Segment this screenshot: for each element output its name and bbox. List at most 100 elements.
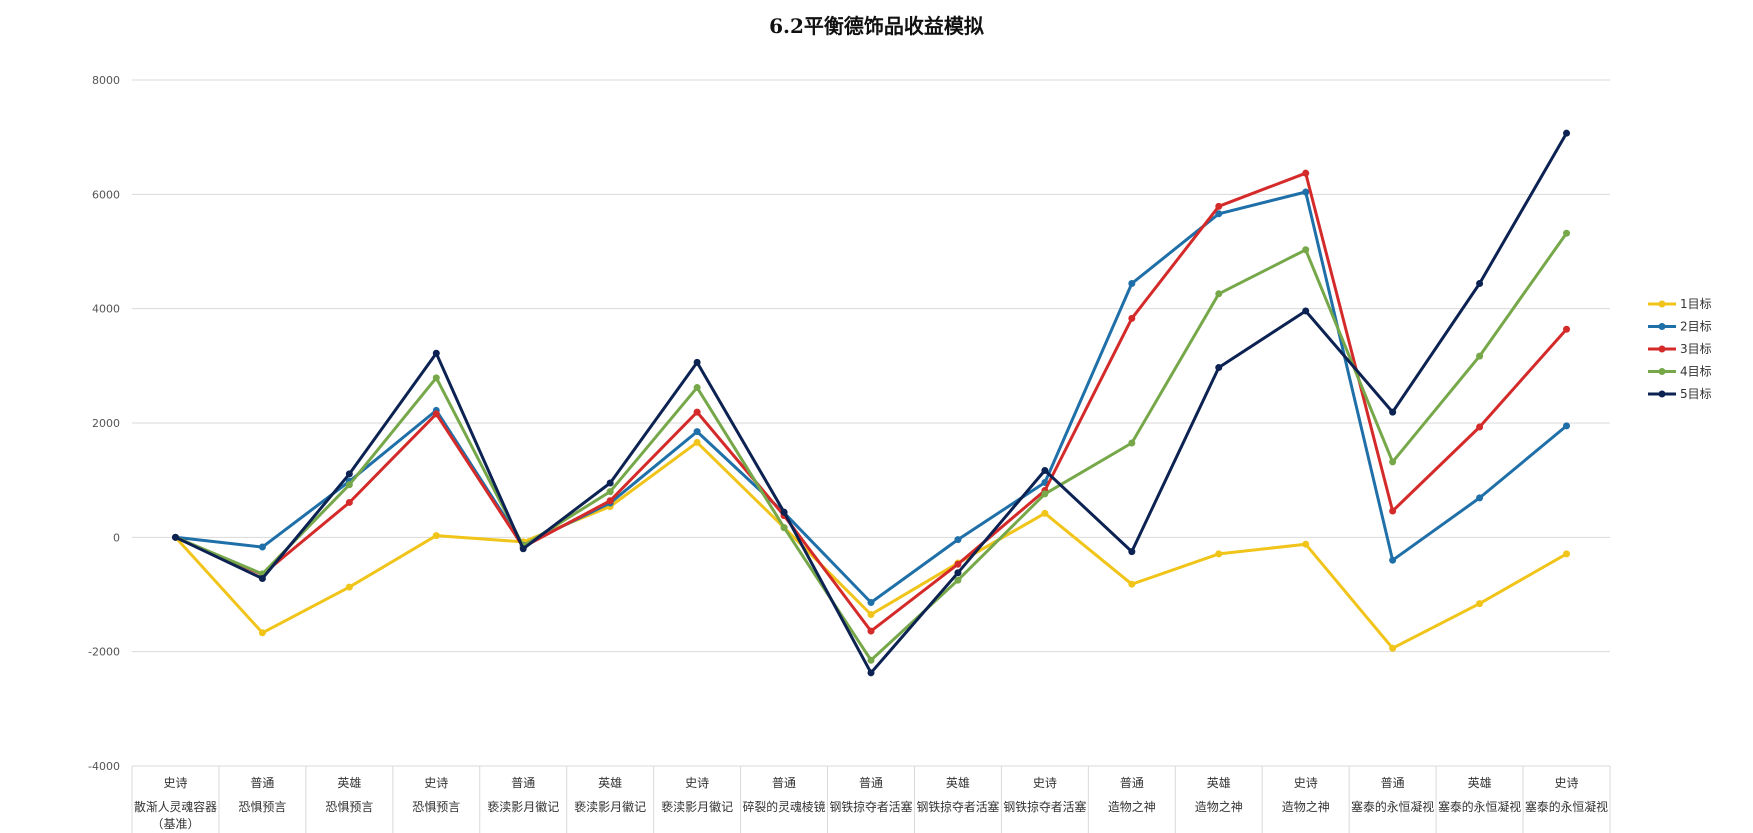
category-tier-label: 普通: [1381, 776, 1405, 790]
legend: 1目标 2目标 3目标 4目标 5目标: [1648, 297, 1712, 401]
data-point: [606, 479, 614, 487]
category-tier-label: 普通: [772, 776, 796, 790]
legend-label: 3目标: [1680, 342, 1712, 356]
data-point: [1128, 439, 1136, 447]
data-point: [1302, 540, 1310, 548]
data-point: [1215, 364, 1223, 372]
data-point: [867, 611, 875, 619]
data-point: [1476, 423, 1484, 431]
data-point: [606, 497, 614, 505]
data-point: [1128, 280, 1136, 288]
data-point: [1302, 188, 1310, 196]
data-point: [345, 481, 353, 489]
y-tick-label: 2000: [92, 417, 120, 430]
data-point: [1389, 458, 1397, 466]
data-point: [780, 524, 788, 532]
data-point: [867, 656, 875, 664]
data-point: [432, 349, 440, 357]
data-point: [1041, 490, 1049, 498]
category-tier-label: 史诗: [1294, 776, 1318, 790]
y-tick-label: 8000: [92, 74, 120, 87]
series-line: [174, 171, 1568, 633]
legend-label: 2目标: [1680, 320, 1712, 334]
data-point: [1563, 325, 1571, 333]
category-name-label: 钢铁掠夺者活塞: [916, 799, 999, 814]
series-2: [171, 188, 1571, 607]
category-tier-label: 英雄: [1207, 775, 1231, 790]
data-point: [1041, 509, 1049, 517]
data-point: [1215, 290, 1223, 298]
series-line: [174, 190, 1568, 604]
data-point: [432, 410, 440, 418]
series-lines: [171, 129, 1571, 677]
category-tier-label: 普通: [511, 776, 535, 790]
data-point: [606, 488, 614, 496]
data-point: [1563, 229, 1571, 237]
data-point: [954, 576, 962, 584]
data-point: [1128, 580, 1136, 588]
data-point: [1389, 644, 1397, 652]
category-tier-label: 英雄: [946, 775, 970, 790]
category-table: 史诗散渐人灵魂容器（基准）普通恐惧预言英雄恐惧预言史诗恐惧预言普通亵渎影月徽记英…: [131, 765, 1611, 833]
y-tick-label: -4000: [88, 760, 120, 773]
category-name-label: 塞泰的永恒凝视: [1438, 799, 1521, 814]
category-name-label: 恐惧预言: [238, 799, 286, 814]
data-point: [1563, 422, 1571, 430]
data-point: [258, 574, 266, 582]
data-point: [519, 545, 527, 553]
data-point: [1128, 314, 1136, 322]
data-point: [954, 569, 962, 577]
category-tier-label: 英雄: [598, 775, 622, 790]
data-point: [1302, 169, 1310, 177]
category-name-label: 造物之神: [1195, 800, 1243, 814]
data-point: [345, 498, 353, 506]
series-line: [174, 231, 1568, 662]
legend-marker: [1658, 300, 1666, 308]
legend-marker: [1658, 368, 1666, 375]
legend-marker: [1658, 345, 1666, 353]
series-3: [171, 169, 1571, 635]
series-line: [174, 131, 1568, 675]
category-name-label: 亵渎影月徽记: [487, 799, 559, 814]
data-point: [1476, 352, 1484, 360]
data-point: [1302, 246, 1310, 254]
category-tier-label: 英雄: [1468, 775, 1492, 790]
data-point: [1215, 210, 1223, 218]
data-point: [258, 629, 266, 637]
category-name-label: 亵渎影月徽记: [574, 799, 646, 814]
data-point: [1389, 507, 1397, 515]
data-point: [954, 560, 962, 568]
data-point: [867, 669, 875, 677]
category-name-label: 恐惧预言: [325, 799, 373, 814]
data-point: [867, 627, 875, 635]
series-4: [171, 229, 1571, 664]
data-point: [954, 536, 962, 544]
data-point: [1563, 129, 1571, 137]
chart-title: 6.2平衡德饰品收益模拟: [769, 14, 984, 38]
category-tier-label: 普通: [1120, 776, 1144, 790]
category-tier-label: 普通: [250, 776, 274, 790]
legend-label: 5目标: [1680, 387, 1712, 401]
category-name-label: 亵渎影月徽记: [661, 799, 733, 814]
category-tier-label: 史诗: [424, 776, 448, 790]
category-tier-label: 史诗: [1555, 776, 1579, 790]
y-tick-label: 4000: [92, 303, 120, 316]
category-name-label: 造物之神: [1108, 800, 1156, 814]
data-point: [1215, 202, 1223, 210]
y-axis-ticks: -4000 -2000 0 2000 4000 6000 8000: [88, 74, 120, 773]
data-point: [171, 533, 179, 541]
data-point: [693, 358, 701, 366]
category-name-label: 塞泰的永恒凝视: [1351, 799, 1434, 814]
category-tier-label: 史诗: [1033, 776, 1057, 790]
category-name-label: 造物之神: [1282, 800, 1330, 814]
y-tick-label: 6000: [92, 188, 120, 201]
category-tier-label: 史诗: [163, 776, 187, 790]
data-point: [867, 599, 875, 607]
category-name-label: 恐惧预言: [412, 799, 460, 814]
data-point: [693, 384, 701, 392]
legend-label: 1目标: [1680, 297, 1712, 311]
category-tier-label: 普通: [859, 776, 883, 790]
y-tick-label: 0: [113, 531, 120, 544]
data-point: [432, 374, 440, 382]
